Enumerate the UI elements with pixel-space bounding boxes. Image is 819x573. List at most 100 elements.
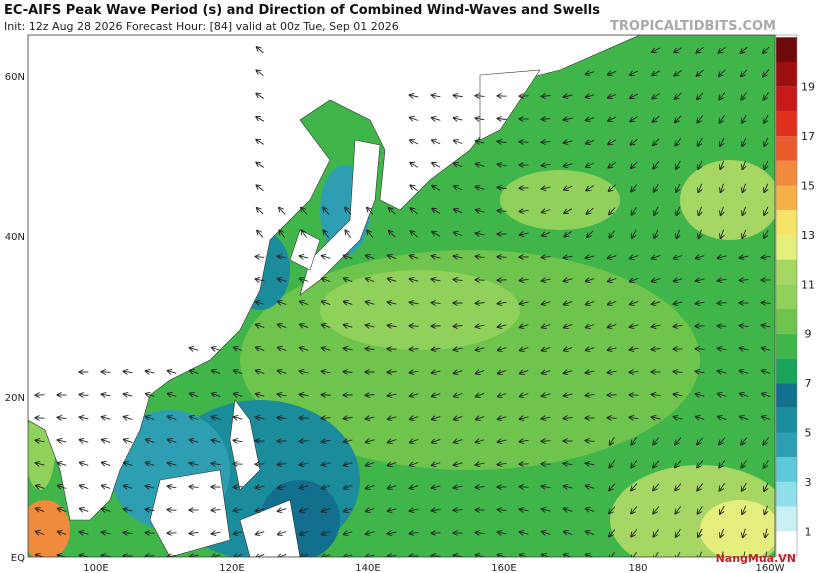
direction-arrow: [741, 437, 748, 445]
direction-arrow: [190, 417, 199, 420]
lon-label: 160W: [756, 563, 785, 573]
direction-arrow: [168, 463, 177, 465]
direction-arrow: [740, 280, 749, 281]
direction-arrow: [168, 486, 177, 488]
direction-arrow: [366, 394, 375, 395]
direction-arrow: [234, 347, 243, 350]
direction-arrow: [36, 463, 45, 465]
direction-arrow: [388, 440, 397, 443]
direction-arrow: [698, 183, 701, 192]
direction-arrow: [586, 463, 595, 465]
direction-arrow: [520, 487, 529, 488]
direction-arrow: [675, 437, 682, 445]
direction-arrow: [102, 440, 111, 443]
direction-arrow: [630, 417, 639, 418]
direction-arrow: [653, 138, 660, 146]
colorbar-label: 11: [801, 278, 815, 291]
direction-arrow: [190, 348, 199, 350]
direction-arrow: [586, 118, 595, 121]
direction-arrow: [564, 324, 573, 327]
direction-arrow: [124, 417, 133, 420]
direction-arrow: [476, 487, 485, 488]
direction-arrow: [190, 487, 199, 488]
direction-arrow: [652, 417, 661, 419]
direction-arrow: [389, 208, 396, 215]
direction-arrow: [764, 183, 767, 192]
direction-arrow: [564, 279, 573, 281]
direction-arrow: [609, 207, 616, 215]
direction-arrow: [410, 439, 419, 442]
direction-arrow: [366, 255, 375, 258]
direction-arrow: [344, 440, 353, 442]
colorbar-label: 1: [805, 525, 812, 538]
direction-arrow: [58, 463, 67, 466]
direction-arrow: [278, 463, 287, 464]
direction-arrow: [454, 232, 463, 235]
direction-arrow: [432, 556, 441, 557]
direction-arrow: [300, 509, 309, 512]
colorbar-segment: [776, 259, 797, 285]
direction-arrow: [212, 348, 221, 351]
direction-arrow: [630, 138, 638, 145]
direction-arrow: [631, 529, 638, 536]
direction-arrow: [741, 460, 747, 467]
direction-arrow: [698, 528, 703, 537]
direction-arrow: [741, 46, 748, 53]
direction-arrow: [410, 208, 418, 215]
direction-arrow: [720, 114, 725, 123]
direction-arrow: [322, 256, 331, 259]
direction-arrow: [366, 417, 375, 419]
direction-arrow: [652, 70, 661, 76]
direction-arrow: [542, 417, 551, 419]
direction-arrow: [564, 208, 573, 213]
direction-arrow: [278, 279, 287, 281]
colorbar-segment: [776, 37, 797, 62]
direction-arrow: [698, 505, 703, 514]
direction-arrow: [432, 279, 441, 281]
direction-arrow: [719, 437, 726, 445]
direction-arrow: [586, 509, 595, 512]
direction-arrow: [564, 531, 573, 534]
direction-arrow: [762, 325, 771, 327]
direction-arrow: [256, 279, 265, 281]
direction-arrow: [564, 348, 573, 351]
direction-arrow: [454, 256, 463, 258]
direction-arrow: [300, 531, 309, 534]
direction-arrow: [721, 183, 724, 192]
direction-arrow: [256, 302, 265, 304]
direction-arrow: [256, 257, 265, 258]
direction-arrow: [388, 509, 397, 511]
direction-arrow: [410, 394, 419, 396]
direction-arrow: [476, 96, 485, 97]
direction-arrow: [322, 440, 331, 441]
direction-arrow: [300, 348, 309, 351]
direction-arrow: [631, 552, 637, 557]
direction-arrow: [388, 417, 397, 419]
direction-arrow: [763, 437, 770, 444]
direction-arrow: [675, 506, 682, 513]
direction-arrow: [675, 138, 682, 145]
direction-arrow: [674, 70, 682, 75]
direction-arrow: [586, 441, 595, 442]
direction-arrow: [344, 348, 353, 350]
direction-arrow: [256, 94, 265, 99]
direction-arrow: [344, 256, 353, 259]
colorbar-segment: [776, 136, 797, 161]
direction-arrow: [762, 417, 771, 420]
direction-arrow: [454, 486, 463, 488]
direction-arrow: [476, 256, 485, 257]
direction-arrow: [388, 462, 397, 465]
direction-arrow: [520, 279, 529, 280]
direction-arrow: [300, 441, 309, 442]
direction-arrow: [719, 460, 726, 467]
direction-arrow: [344, 485, 353, 488]
direction-arrow: [608, 301, 617, 304]
lon-label: 120E: [219, 563, 244, 573]
direction-arrow: [630, 278, 639, 281]
direction-arrow: [476, 118, 485, 120]
direction-arrow: [608, 139, 617, 145]
direction-arrow: [674, 255, 683, 258]
direction-arrow: [454, 348, 463, 350]
colorbar-label: 9: [805, 328, 812, 341]
